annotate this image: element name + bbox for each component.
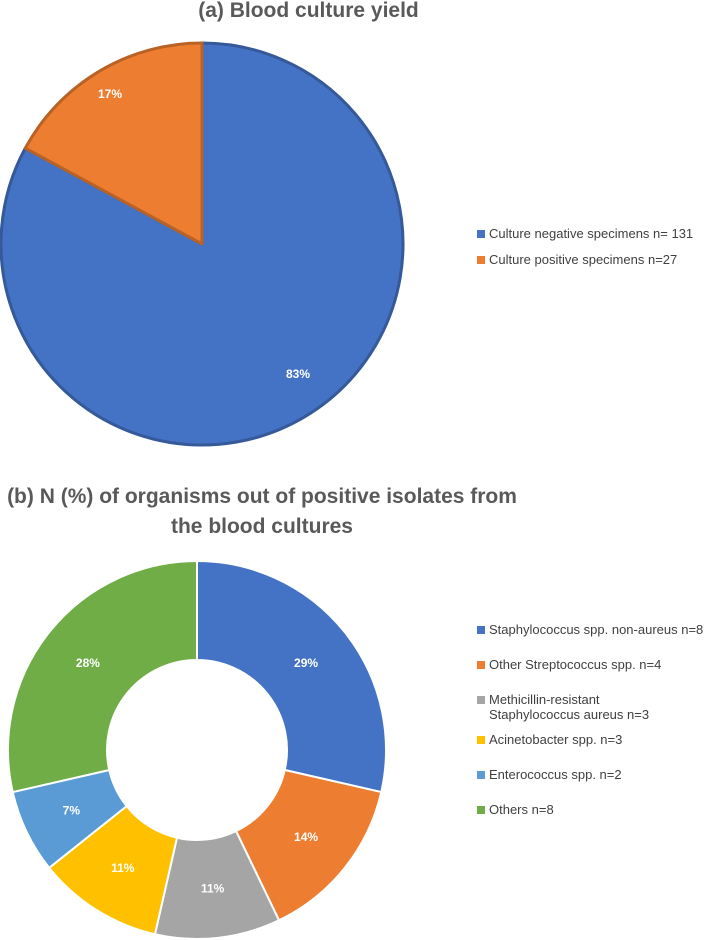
chart-a-slice-label: 83% — [286, 367, 310, 381]
legend-item-staphylococcus: Staphylococcus spp. non-aureus n=8 — [477, 622, 707, 637]
legend-label: Staphylococcus spp. non-aureus n=8 — [489, 622, 704, 637]
chart-b-legend: Staphylococcus spp. non-aureus n=8 Other… — [477, 622, 707, 837]
legend-item-culture-negative: Culture negative specimens n= 131 — [477, 226, 702, 252]
chart-a-slice-label: 17% — [98, 87, 122, 101]
chart-b-title-line1: (b) N (%) of organisms out of positive i… — [7, 485, 517, 508]
legend-swatch — [477, 230, 485, 238]
chart-b-slice-label: 7% — [63, 804, 81, 818]
chart-b-title: (b) N (%) of organisms out of positive i… — [2, 482, 522, 542]
legend-item-others: Others n=8 — [477, 802, 707, 817]
legend-item-mrsa: Methicillin-resistant Staphylococcus aur… — [477, 692, 707, 722]
legend-swatch — [477, 626, 485, 634]
legend-swatch — [477, 696, 485, 704]
legend-item-enterococcus: Enterococcus spp. n=2 — [477, 767, 707, 782]
legend-label: Other Streptococcus spp. n=4 — [489, 657, 662, 672]
chart-b-slice-label: 28% — [76, 656, 100, 670]
legend-label: Culture positive specimens n=27 — [489, 252, 678, 267]
chart-b-slice — [7, 560, 198, 794]
legend-label: Others n=8 — [489, 802, 554, 817]
chart-b-slice — [196, 560, 387, 794]
legend-label: Culture negative specimens n= 131 — [489, 226, 694, 241]
legend-item-streptococcus: Other Streptococcus spp. n=4 — [477, 657, 707, 672]
chart-b-title-line2: the blood cultures — [170, 515, 353, 538]
legend-label: Methicillin-resistant Staphylococcus aur… — [489, 692, 650, 722]
legend-swatch — [477, 771, 485, 779]
legend-label: Enterococcus spp. n=2 — [489, 767, 622, 782]
chart-b-slice-label: 11% — [111, 861, 135, 875]
legend-swatch — [477, 736, 485, 744]
chart-b-slice-label: 11% — [201, 882, 225, 896]
legend-swatch — [477, 806, 485, 814]
legend-item-culture-positive: Culture positive specimens n=27 — [477, 252, 702, 278]
legend-item-acinetobacter: Acinetobacter spp. n=3 — [477, 732, 707, 747]
legend-label: Acinetobacter spp. n=3 — [489, 732, 623, 747]
chart-a-title: (a) Blood culture yield — [198, 0, 419, 22]
chart-b-slice-label: 14% — [294, 830, 318, 844]
chart-a-legend: Culture negative specimens n= 131 Cultur… — [477, 226, 702, 278]
legend-swatch — [477, 661, 485, 669]
chart-a-slice — [23, 41, 204, 246]
legend-swatch — [477, 256, 485, 264]
chart-b-slice-label: 29% — [294, 656, 318, 670]
